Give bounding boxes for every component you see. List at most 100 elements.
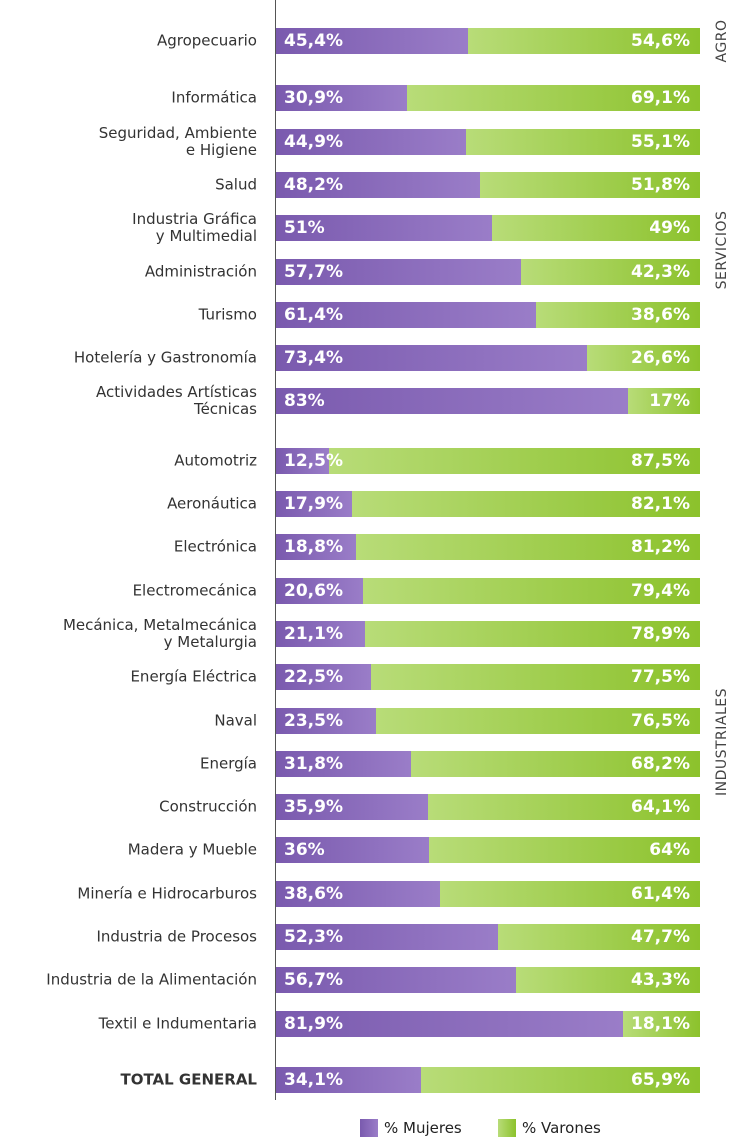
value-label: 51,8% — [631, 174, 690, 195]
bar-segment — [276, 534, 356, 561]
bar-segment — [410, 750, 700, 777]
bar-segment — [520, 258, 700, 285]
category-label: Agropecuario — [156, 31, 257, 50]
value-label: 45,4% — [284, 31, 343, 51]
value-label: 81,2% — [631, 537, 690, 558]
value-label: 79,4% — [631, 580, 690, 601]
category-label: Electromecánica — [132, 581, 257, 600]
bar-segment — [439, 880, 700, 907]
bar-segment — [276, 301, 537, 328]
value-label: 30,9% — [284, 88, 343, 109]
bar-segment — [407, 85, 700, 112]
bar-segment — [276, 388, 628, 415]
bar-segment — [276, 880, 440, 907]
category-label: Electrónica — [173, 537, 257, 556]
value-label: 48,2% — [284, 174, 343, 195]
bar-segment — [276, 924, 498, 950]
value-label: 18,8% — [284, 537, 343, 558]
category-label: Minería e Hidrocarburos — [77, 884, 257, 903]
category-label: Industria Gráfica y Multimedial — [132, 210, 257, 246]
value-label: 69,1% — [631, 88, 690, 109]
category-label: Textil e Indumentaria — [98, 1014, 257, 1033]
value-label: 78,9% — [631, 623, 690, 644]
category-label: Administración — [144, 262, 257, 280]
category-label: Energía Eléctrica — [130, 667, 257, 686]
value-label: 51% — [284, 218, 325, 239]
value-label: 55,1% — [631, 131, 690, 152]
bar-segment — [276, 171, 481, 198]
bar-segment — [276, 750, 411, 777]
bar-segment — [516, 967, 700, 994]
value-label: 49% — [649, 218, 690, 239]
value-label: 17% — [649, 391, 690, 412]
category-label: Hotelería y Gastronomía — [73, 348, 257, 367]
bar-segment — [276, 1066, 421, 1093]
value-label: 65,9% — [631, 1069, 690, 1090]
value-label: 17,9% — [284, 494, 343, 514]
value-label: 34,1% — [284, 1069, 343, 1090]
category-label: Naval — [214, 711, 257, 729]
value-label: 18,1% — [631, 1013, 690, 1034]
bar-segment — [329, 447, 700, 474]
value-label: 56,7% — [284, 970, 343, 991]
value-label: 82,1% — [631, 494, 690, 514]
bar-segment — [371, 664, 700, 691]
value-label: 64% — [649, 840, 690, 861]
value-label: 64,1% — [631, 797, 690, 818]
value-label: 57,7% — [284, 261, 343, 282]
category-label: Informática — [171, 88, 257, 107]
category-label: Seguridad, Ambiente e Higiene — [98, 123, 257, 159]
category-label: Turismo — [198, 305, 257, 324]
bar-segment — [276, 28, 469, 54]
axis-line — [275, 0, 276, 1100]
category-label: Mecánica, Metalmecánica y Metalurgia — [62, 615, 257, 651]
bar-segment — [492, 215, 700, 242]
value-label: 26,6% — [631, 348, 690, 369]
bar-segment — [276, 128, 467, 155]
value-label: 73,4% — [284, 348, 343, 369]
value-label: 87,5% — [631, 450, 690, 471]
group-label: SERVICIOS — [714, 210, 730, 290]
bar-segment — [468, 28, 700, 54]
bar-segment — [363, 577, 700, 604]
legend-swatch — [498, 1119, 516, 1137]
value-label: 21,1% — [284, 623, 343, 644]
bar-segment — [276, 837, 429, 864]
value-label: 36% — [284, 840, 325, 861]
bar-segment — [276, 447, 329, 474]
value-label: 23,5% — [284, 710, 343, 731]
category-label: Industria de la Alimentación — [46, 970, 257, 989]
value-label: 76,5% — [631, 710, 690, 731]
bar-segment — [420, 1066, 700, 1093]
value-label: 12,5% — [284, 450, 343, 471]
value-label: 77,5% — [631, 667, 690, 688]
bar-segment — [351, 491, 700, 517]
bar-segment — [276, 577, 364, 604]
bar-segment — [466, 128, 700, 155]
bar-segment — [276, 794, 429, 821]
value-label: 47,7% — [631, 927, 690, 947]
bar-segment — [276, 345, 588, 372]
legend-swatch — [360, 1119, 378, 1137]
value-label: 20,6% — [284, 580, 343, 601]
group-label: INDUSTRIALES — [714, 688, 730, 797]
bar-segment — [536, 301, 700, 328]
legend-label: % Varones — [522, 1119, 601, 1137]
value-label: 52,3% — [284, 927, 343, 947]
bar-segment — [276, 967, 517, 994]
bar-segment — [276, 85, 408, 112]
value-label: 61,4% — [631, 883, 690, 904]
value-label: 22,5% — [284, 667, 343, 688]
bar-segment — [276, 664, 372, 691]
bar-segment — [623, 1010, 700, 1037]
bar-segment — [375, 707, 700, 734]
value-label: 81,9% — [284, 1013, 343, 1034]
value-label: 68,2% — [631, 753, 690, 774]
value-label: 54,6% — [631, 31, 690, 51]
bar-segment — [480, 171, 700, 198]
category-label: Aeronáutica — [167, 494, 257, 513]
category-label: Industria de Procesos — [96, 927, 257, 946]
category-label: Energía — [200, 754, 257, 773]
value-label: 44,9% — [284, 131, 343, 152]
